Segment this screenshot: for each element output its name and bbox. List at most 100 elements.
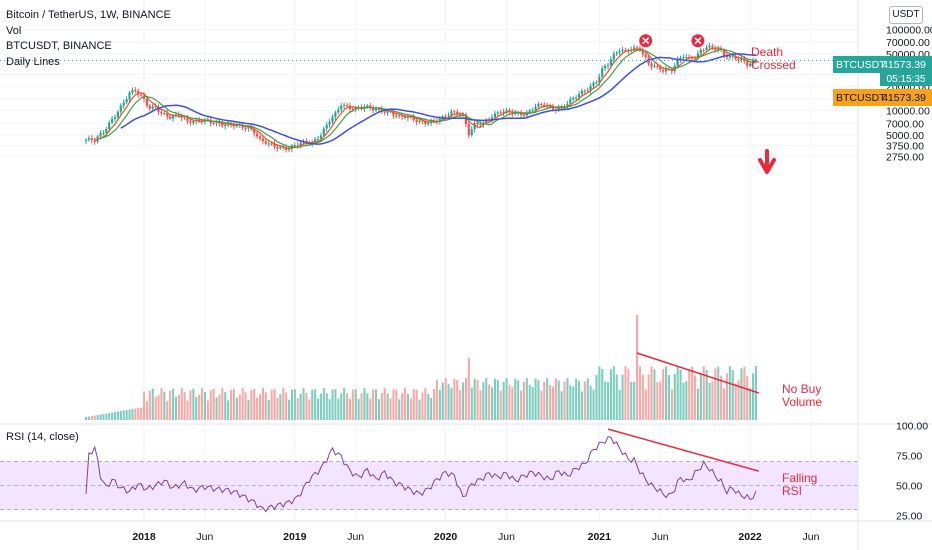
volume-bar <box>754 366 757 420</box>
candle-body <box>749 63 752 66</box>
volume-bar <box>641 374 644 420</box>
legend-daily-lines[interactable]: Daily Lines <box>6 55 60 68</box>
candle-body <box>264 141 267 144</box>
volume-bar <box>195 397 198 420</box>
candle-body <box>212 123 215 125</box>
candle-body <box>177 114 180 116</box>
candle-body <box>383 111 386 113</box>
candle-body <box>415 119 418 123</box>
candle-body <box>485 119 488 123</box>
volume-bar <box>633 381 636 420</box>
candle-body <box>87 138 90 140</box>
volume-bar <box>578 380 581 420</box>
volume-bar <box>699 373 702 420</box>
candle-body <box>531 110 534 112</box>
volume-bar <box>528 384 531 420</box>
time-tick-label: Jun <box>652 531 669 543</box>
candle-body <box>644 54 647 58</box>
candle-body <box>746 61 749 66</box>
volume-bar <box>522 381 525 420</box>
volume-bar <box>459 390 462 420</box>
volume-bar <box>464 378 467 420</box>
volume-bar <box>238 394 241 420</box>
volume-bar <box>505 378 508 420</box>
candle-body <box>708 45 711 48</box>
volume-bar <box>520 390 523 420</box>
candle-body <box>572 97 575 100</box>
volume-bar <box>728 366 731 420</box>
volume-bar <box>601 369 604 420</box>
volume-bar <box>572 386 575 420</box>
last-price-value: 41573.39 <box>882 91 926 104</box>
volume-bar <box>215 397 218 420</box>
candle-body <box>395 115 398 117</box>
legend-vol[interactable]: Vol <box>6 24 22 37</box>
volume-bar <box>114 412 117 420</box>
candle-body <box>592 82 595 86</box>
volume-bar <box>502 382 505 420</box>
rsi-tick-label: 75.00 <box>896 451 922 463</box>
candle-body <box>479 124 482 126</box>
bar-countdown: 05:15:35 <box>880 73 932 86</box>
volume-bar <box>566 378 569 420</box>
volume-bar <box>476 380 479 420</box>
candle-body <box>148 105 151 109</box>
candle-body <box>548 105 552 107</box>
volume-bar <box>363 388 366 420</box>
volume-bar <box>212 388 215 420</box>
candle-body <box>635 47 639 49</box>
volume-bar <box>305 392 308 420</box>
volume-bar <box>435 379 438 420</box>
volume-bar <box>679 369 682 420</box>
currency-button[interactable]: USDT <box>889 6 923 24</box>
volume-bar <box>705 369 708 420</box>
candle-body <box>595 82 598 84</box>
volume-bar <box>444 378 447 420</box>
candle-body <box>456 111 459 115</box>
volume-bar <box>116 411 119 420</box>
rsi-trend-line <box>607 428 760 472</box>
legend-title[interactable]: Bitcoin / TetherUS, 1W, BINANCE <box>6 9 171 21</box>
candle-body <box>583 90 586 92</box>
time-tick-label: Jun <box>803 531 820 543</box>
volume-bar <box>662 368 665 420</box>
candle-body <box>543 104 546 107</box>
no-buy-volume-annotation: No Buy Volume <box>782 383 822 409</box>
price-tick-label: 10000.00 <box>886 106 930 118</box>
candle-body <box>528 110 531 113</box>
candle-body <box>586 90 589 92</box>
candle-body <box>398 115 401 117</box>
volume-bar <box>665 366 668 420</box>
time-tick-label: 2020 <box>434 531 458 543</box>
volume-bar <box>96 415 99 420</box>
volume-bar <box>447 384 450 420</box>
time-tick-label: 2019 <box>283 531 307 543</box>
candle-body <box>702 50 705 52</box>
volume-bar <box>644 389 647 420</box>
price-tick-label: 100000.00 <box>886 24 932 36</box>
legend-symbol[interactable]: BTCUSDT, BINANCE <box>6 40 112 52</box>
volume-bar <box>395 389 398 420</box>
volume-bar <box>235 397 238 420</box>
volume-bar <box>557 380 560 420</box>
volume-bar <box>467 358 470 420</box>
candle-body <box>258 136 262 139</box>
volume-bar <box>711 380 714 420</box>
candle-body <box>517 112 520 114</box>
volume-bar <box>319 393 322 420</box>
volume-bar <box>348 398 351 420</box>
rsi-legend[interactable]: RSI (14, close) <box>6 431 79 443</box>
volume-bar <box>372 389 375 420</box>
candle-body <box>604 65 607 69</box>
volume-bar <box>560 391 563 420</box>
candle-body <box>754 60 757 62</box>
candle-body <box>119 105 122 112</box>
volume-bar <box>186 400 189 420</box>
candle-body <box>285 147 288 150</box>
volume-bar <box>450 387 453 420</box>
volume-bar <box>479 390 482 420</box>
candle-body <box>84 139 88 141</box>
volume-bar <box>424 388 427 420</box>
candle-body <box>169 116 172 119</box>
